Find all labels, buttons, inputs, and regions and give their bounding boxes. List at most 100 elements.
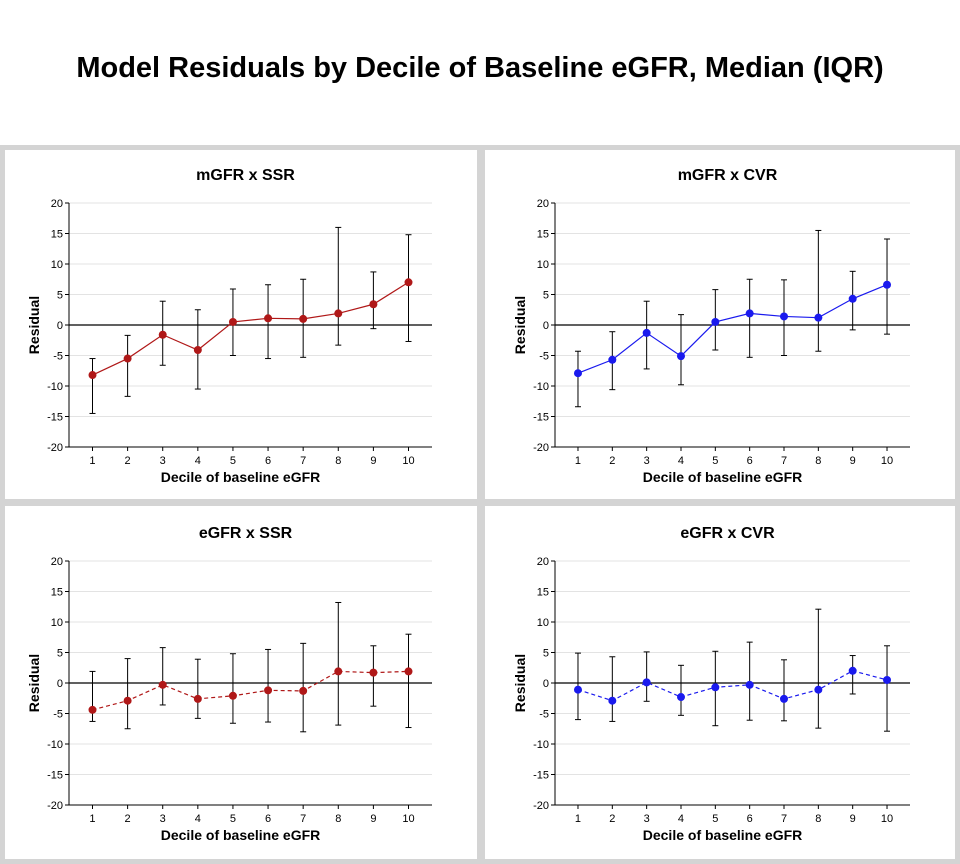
data-point <box>745 680 754 689</box>
data-point <box>883 280 892 289</box>
y-axis-label: Residual <box>512 654 528 712</box>
data-point <box>334 667 343 676</box>
y-tick-label: 10 <box>51 617 63 629</box>
x-tick-label: 3 <box>644 813 650 825</box>
x-tick-label: 7 <box>781 455 787 467</box>
y-tick-label: -10 <box>533 381 549 393</box>
x-axis-label: Decile of baseline eGFR <box>161 827 321 843</box>
y-tick-label: 20 <box>51 556 63 568</box>
data-point <box>711 683 720 692</box>
y-tick-label: 0 <box>57 320 63 332</box>
x-axis-label: Decile of baseline eGFR <box>643 469 803 485</box>
y-tick-label: -5 <box>539 351 549 363</box>
y-tick-label: -20 <box>47 442 63 454</box>
chart-panel-mgfr-ssr: mGFR x SSR -20 -15 -10 -5 0 5 10 15 20 1 2 3 4 5 6 7 8 9 10… <box>5 150 477 499</box>
x-tick-label: 1 <box>575 813 581 825</box>
x-tick-label: 6 <box>747 813 753 825</box>
y-tick-label: 0 <box>57 678 63 690</box>
data-point <box>299 686 308 695</box>
data-point <box>193 346 202 355</box>
y-tick-label: -15 <box>47 412 63 424</box>
x-tick-label: 2 <box>609 813 615 825</box>
x-tick-label: 9 <box>850 813 856 825</box>
data-point <box>369 668 378 677</box>
y-tick-label: -10 <box>533 739 549 751</box>
data-point <box>193 694 202 703</box>
x-tick-label: 3 <box>644 455 650 467</box>
x-tick-label: 8 <box>335 455 341 467</box>
y-tick-label: 0 <box>543 320 549 332</box>
x-tick-label: 1 <box>575 455 581 467</box>
y-tick-label: -5 <box>53 351 63 363</box>
y-tick-label: 20 <box>537 198 549 210</box>
data-point <box>404 667 413 676</box>
page-title: Model Residuals by Decile of Baseline eG… <box>76 52 884 84</box>
chart-svg-egfr-ssr: eGFR x SSR -20 -15 -10 -5 0 5 10 15 20 1 2 3 4 5 6 7 8 9 10… <box>26 525 432 843</box>
x-tick-label: 6 <box>265 813 271 825</box>
panel-title: mGFR x SSR <box>196 167 295 184</box>
data-point <box>608 696 617 705</box>
x-tick-label: 9 <box>370 455 376 467</box>
y-tick-label: -15 <box>47 770 63 782</box>
y-tick-label: -10 <box>47 381 63 393</box>
y-tick-label: 20 <box>51 198 63 210</box>
data-point <box>642 328 651 337</box>
panel-title: eGFR x SSR <box>199 525 293 542</box>
y-tick-label: -20 <box>47 800 63 812</box>
series-line <box>577 284 888 374</box>
data-point <box>228 317 237 326</box>
y-tick-label: 10 <box>537 617 549 629</box>
x-tick-label: 9 <box>370 813 376 825</box>
data-point <box>676 352 685 361</box>
data-point <box>883 675 892 684</box>
x-tick-label: 7 <box>300 455 306 467</box>
chart-panel-egfr-ssr: eGFR x SSR -20 -15 -10 -5 0 5 10 15 20 1 2 3 4 5 6 7 8 9 10… <box>5 506 477 859</box>
x-tick-label: 2 <box>609 455 615 467</box>
x-tick-label: 5 <box>230 455 236 467</box>
x-tick-label: 5 <box>712 813 718 825</box>
y-tick-label: 5 <box>543 290 549 302</box>
chart-svg-egfr-cvr: eGFR x CVR -20 -15 -10 -5 0 5 10 15 20 1 2 3 4 5 6 7 8 9 10… <box>512 525 910 843</box>
data-point <box>848 666 857 675</box>
series-line <box>92 670 409 711</box>
data-point <box>158 680 167 689</box>
x-tick-label: 10 <box>881 455 893 467</box>
y-tick-label: 10 <box>537 259 549 271</box>
chart-svg-mgfr-ssr: mGFR x SSR -20 -15 -10 -5 0 5 10 15 20 1 2 3 4 5 6 7 8 9 10… <box>26 167 432 485</box>
series-line <box>92 281 409 376</box>
data-point <box>88 371 97 380</box>
data-point <box>608 355 617 364</box>
data-point <box>334 309 343 318</box>
data-point <box>711 317 720 326</box>
data-point <box>123 354 132 363</box>
data-point <box>369 300 378 309</box>
x-tick-label: 8 <box>815 455 821 467</box>
x-tick-label: 10 <box>402 813 414 825</box>
y-tick-label: 15 <box>51 587 63 599</box>
y-tick-label: -10 <box>47 739 63 751</box>
data-point <box>780 312 789 321</box>
data-point <box>404 278 413 287</box>
x-tick-label: 3 <box>160 813 166 825</box>
x-tick-label: 9 <box>850 455 856 467</box>
x-tick-label: 1 <box>89 813 95 825</box>
x-tick-label: 6 <box>265 455 271 467</box>
y-tick-label: 15 <box>537 587 549 599</box>
data-point <box>264 314 273 323</box>
data-point <box>745 309 754 318</box>
data-point <box>814 313 823 322</box>
data-point <box>573 685 582 694</box>
x-tick-label: 10 <box>881 813 893 825</box>
y-tick-label: -15 <box>533 770 549 782</box>
y-axis-label: Residual <box>26 296 42 354</box>
data-point <box>573 369 582 378</box>
y-tick-label: 20 <box>537 556 549 568</box>
x-tick-label: 8 <box>335 813 341 825</box>
data-point <box>88 705 97 714</box>
x-tick-label: 4 <box>195 813 201 825</box>
panel-title: mGFR x CVR <box>678 167 778 184</box>
x-tick-label: 3 <box>160 455 166 467</box>
x-tick-label: 4 <box>678 455 684 467</box>
x-tick-label: 5 <box>712 455 718 467</box>
x-tick-label: 2 <box>125 813 131 825</box>
